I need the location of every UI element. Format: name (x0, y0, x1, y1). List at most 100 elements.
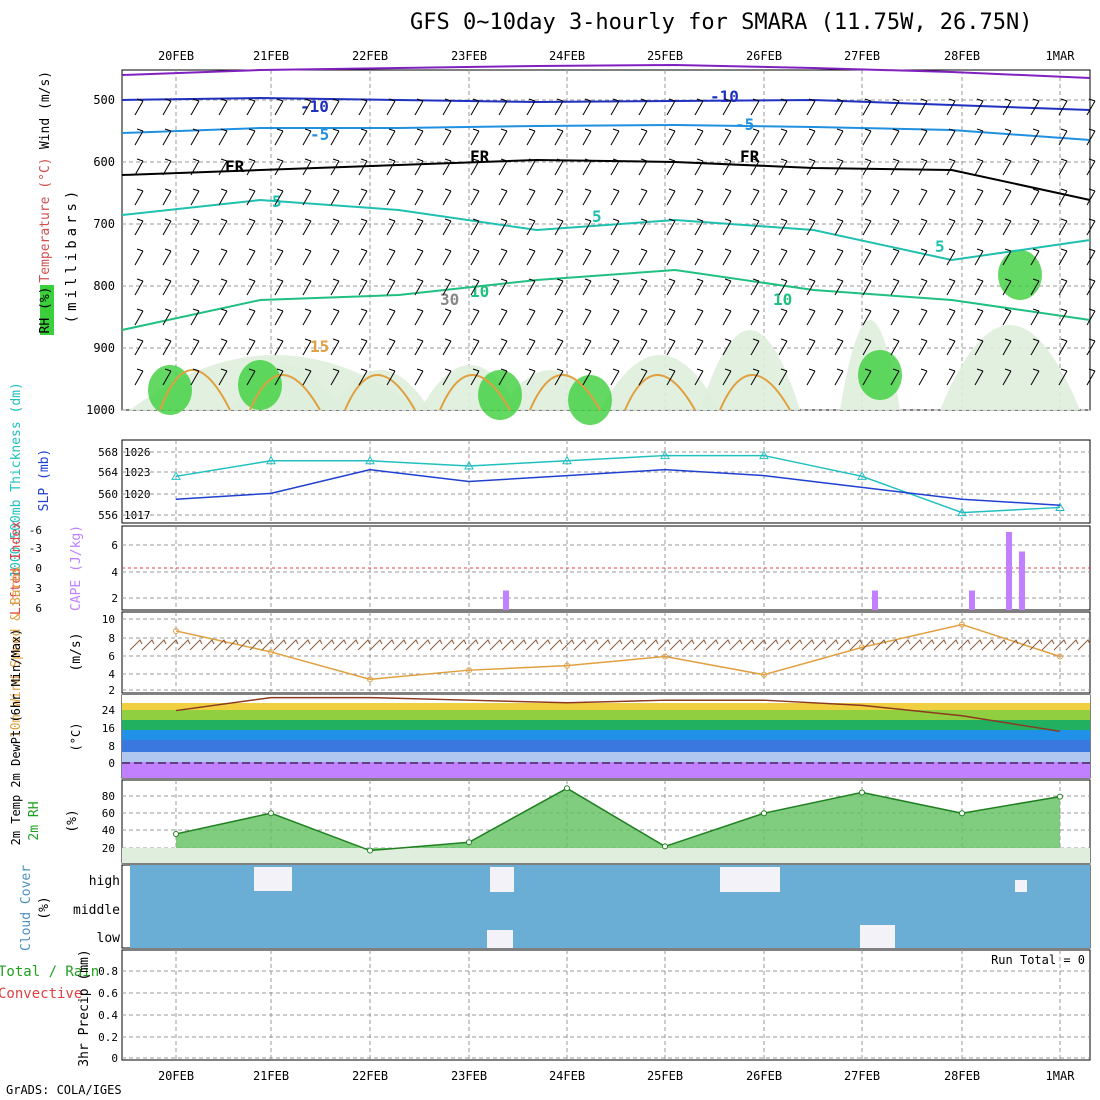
wind-barb (190, 218, 200, 236)
thickness-point (759, 450, 769, 460)
wind-barb (638, 368, 648, 386)
wind-barb (358, 218, 368, 236)
wind-barb (302, 248, 312, 266)
wind-barb (974, 158, 984, 176)
wind-barb (554, 98, 564, 116)
wind-barb (813, 639, 827, 651)
wind-barb (890, 218, 900, 236)
pressure-tick: 1000 (86, 403, 115, 417)
cloud-level-label: low (97, 931, 121, 946)
contour-label: FR (470, 147, 490, 166)
wind-barb (537, 639, 551, 651)
wind-barb (274, 338, 284, 356)
wind-barb (918, 308, 928, 326)
wind-barb (386, 158, 396, 176)
wind-barb (218, 368, 228, 386)
wind-barb (918, 368, 928, 386)
wind-barb (470, 368, 480, 386)
cape-tick: 2 (111, 592, 118, 605)
contour-line (121, 123, 1091, 141)
date-label-bottom: 24FEB (549, 1069, 585, 1083)
rh-tick: 40 (102, 824, 115, 837)
cape-bar (969, 590, 975, 610)
contour-label: 10 (773, 290, 792, 309)
date-label-bottom: 20FEB (158, 1069, 194, 1083)
temp-band (122, 738, 1090, 752)
wind-barb (386, 338, 396, 356)
wind-barb (722, 308, 732, 326)
wind-barb (1030, 158, 1040, 176)
wind-barb (302, 338, 312, 356)
wind-barb (345, 639, 359, 651)
cloud-block (860, 925, 895, 948)
wind-barb (141, 639, 155, 651)
temp-band (122, 700, 1090, 710)
wind-barb (274, 188, 284, 206)
wind-barb (918, 188, 928, 206)
wind-tick: 4 (108, 668, 115, 681)
wind-barb (386, 218, 396, 236)
li-tick: 6 (35, 602, 42, 615)
contour-label: 30 (440, 290, 459, 309)
wind-barb (834, 98, 844, 116)
temp-line (175, 696, 1061, 733)
wind-barb (610, 308, 620, 326)
wind-barb (918, 338, 928, 356)
wind-barb (414, 278, 424, 296)
wind-barb (1002, 308, 1012, 326)
wind-barb (918, 218, 928, 236)
wind-barb (806, 368, 816, 386)
temp-contour (719, 374, 791, 411)
date-label-top: 26FEB (746, 49, 782, 63)
wind-barb (442, 218, 452, 236)
wind-tick: 10 (102, 613, 115, 626)
wind-barb (638, 98, 648, 116)
wind-barb (694, 98, 704, 116)
wind-barb (834, 278, 844, 296)
wind-barb (246, 188, 256, 206)
wind-barb (750, 368, 760, 386)
wind-barb (162, 368, 172, 386)
thickness-tick: 568 (98, 446, 118, 459)
slp-line (175, 468, 1061, 506)
wind-barb (582, 158, 592, 176)
wind-barb (834, 218, 844, 236)
wind-barb (862, 98, 872, 116)
cape-bar (503, 590, 509, 610)
rh-line (175, 787, 1061, 852)
wind-barb (974, 98, 984, 116)
wind-barb (386, 278, 396, 296)
wind-barb (862, 248, 872, 266)
wind-barb (778, 218, 788, 236)
wind-barb (778, 368, 788, 386)
cloud-level-label: middle (73, 903, 120, 918)
wind-barb (1086, 308, 1096, 326)
wind-barb (369, 639, 383, 651)
wind-barb (1002, 158, 1012, 176)
wind-barb (358, 368, 368, 386)
wind-barb (750, 308, 760, 326)
wind-barb (498, 368, 508, 386)
date-label-top: 28FEB (944, 49, 980, 63)
wind-barb (1041, 639, 1055, 651)
contour-label: FR (225, 157, 245, 176)
contour-line (121, 198, 1091, 262)
wind-barb (1086, 188, 1096, 206)
wind-barb (302, 98, 312, 116)
wind-barb (694, 248, 704, 266)
wind-barb (933, 639, 947, 651)
wind-barb (946, 188, 956, 206)
wind-barb (442, 158, 452, 176)
wind-barb (946, 248, 956, 266)
wind-barb (722, 338, 732, 356)
wind-barb (753, 639, 767, 651)
wind-barb (825, 639, 839, 651)
wind-barb (750, 218, 760, 236)
wind-barb (498, 98, 508, 116)
wind-barb (582, 248, 592, 266)
wind-barb (694, 308, 704, 326)
wind-barb (890, 128, 900, 146)
wind-barb (442, 308, 452, 326)
wind-barb (610, 188, 620, 206)
